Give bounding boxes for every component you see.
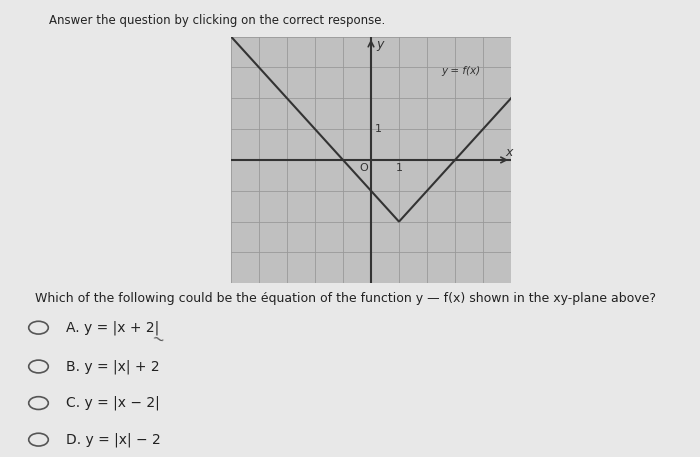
Text: 1: 1 <box>395 163 402 173</box>
Text: y = f(x): y = f(x) <box>441 65 480 75</box>
Text: y: y <box>377 38 384 51</box>
Text: ~: ~ <box>149 330 166 349</box>
Text: 1: 1 <box>375 124 382 134</box>
Text: Answer the question by clicking on the correct response.: Answer the question by clicking on the c… <box>49 14 385 27</box>
Text: C. y = |x − 2|: C. y = |x − 2| <box>66 396 160 410</box>
Text: D. y = |x| − 2: D. y = |x| − 2 <box>66 432 161 447</box>
Text: B. y = |x| + 2: B. y = |x| + 2 <box>66 359 160 374</box>
Text: A. y = |x + 2|: A. y = |x + 2| <box>66 320 160 335</box>
Text: O: O <box>360 163 368 173</box>
Text: x: x <box>505 146 513 159</box>
Text: Which of the following could be the équation of the function y — f(x) shown in t: Which of the following could be the équa… <box>35 292 656 305</box>
